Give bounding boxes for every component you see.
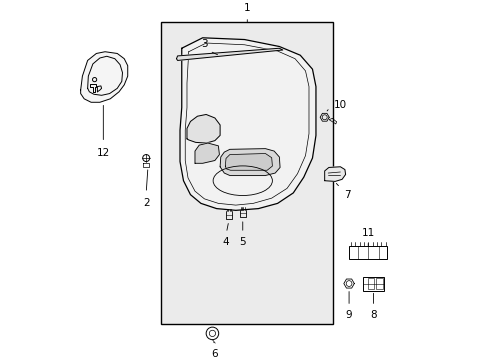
Text: 3: 3: [201, 39, 207, 49]
Bar: [348, 246, 386, 259]
Text: 12: 12: [97, 148, 110, 158]
Polygon shape: [324, 167, 345, 181]
Text: 8: 8: [369, 310, 376, 320]
Text: 7: 7: [343, 190, 350, 201]
Text: 4: 4: [222, 237, 228, 247]
Polygon shape: [180, 38, 315, 210]
Bar: [367, 278, 373, 289]
Polygon shape: [81, 52, 127, 102]
Text: 9: 9: [345, 310, 352, 320]
Polygon shape: [176, 48, 282, 60]
Text: 1: 1: [244, 3, 250, 13]
Polygon shape: [220, 149, 280, 175]
Text: 5: 5: [239, 237, 245, 247]
Polygon shape: [186, 114, 220, 143]
Text: 2: 2: [142, 198, 149, 208]
Text: 10: 10: [333, 100, 346, 111]
Bar: [375, 278, 382, 289]
Text: 6: 6: [211, 349, 218, 359]
Polygon shape: [225, 153, 272, 170]
Bar: [161, 22, 333, 324]
Polygon shape: [195, 143, 219, 163]
Text: 11: 11: [361, 228, 374, 238]
Bar: [362, 276, 383, 291]
